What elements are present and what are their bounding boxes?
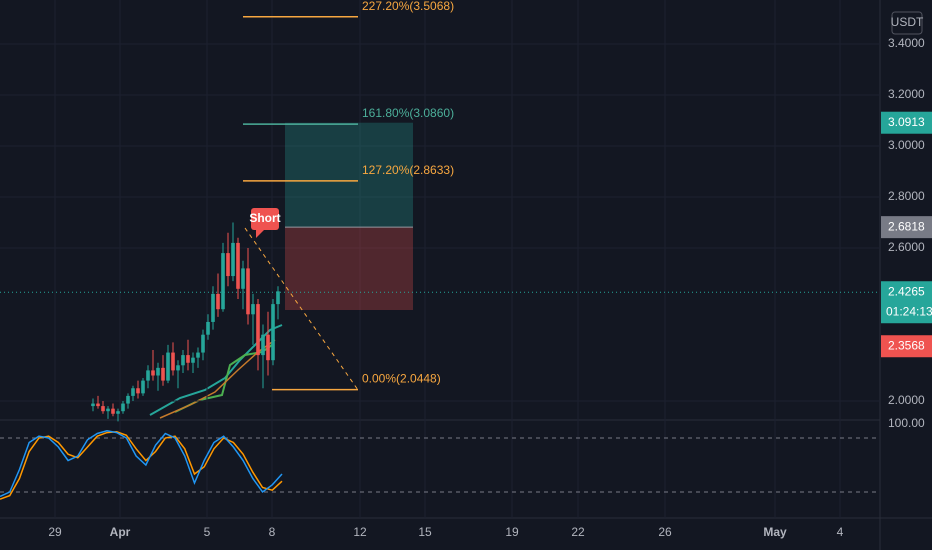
- candle-body: [136, 388, 140, 394]
- fib-label: 161.80%(3.0860): [362, 106, 454, 120]
- moving-average: [159, 339, 276, 419]
- price-badge: [881, 111, 932, 134]
- target-zone: [285, 122, 413, 228]
- candle-body: [186, 355, 190, 363]
- osc-line: [0, 430, 283, 500]
- candle-body: [126, 395, 130, 404]
- candle-body: [206, 321, 210, 335]
- candle-body: [256, 304, 260, 356]
- candle-body: [121, 403, 125, 412]
- x-tick-label: 29: [48, 525, 62, 539]
- candle-body: [116, 411, 120, 414]
- candle-body: [131, 388, 135, 396]
- candle-body: [236, 242, 240, 289]
- x-tick-label: 22: [571, 525, 585, 539]
- candle-body: [276, 291, 280, 305]
- x-tick-label: 26: [658, 525, 672, 539]
- currency-box[interactable]: [891, 11, 923, 35]
- candle-body: [191, 357, 195, 363]
- candle-body: [251, 304, 255, 315]
- y-tick-label: 2.6000: [888, 240, 925, 254]
- candle-body: [96, 403, 100, 407]
- candle-body: [141, 380, 145, 394]
- y-tick-label: 3.2000: [888, 87, 925, 101]
- signal-label: Short: [249, 211, 280, 225]
- candle-body: [161, 367, 165, 381]
- candle-body: [111, 408, 115, 414]
- candle-body: [211, 293, 215, 322]
- candle-body: [231, 242, 235, 277]
- candle-body: [216, 293, 220, 310]
- price-badge: [881, 216, 932, 239]
- candle-body: [271, 304, 275, 361]
- candle-body: [156, 367, 160, 376]
- signal-pointer: [256, 230, 264, 238]
- y-tick-label: 3.4000: [888, 36, 925, 50]
- candle-body: [181, 355, 185, 366]
- y-tick-label: 3.0000: [888, 138, 925, 152]
- x-tick-label: 8: [269, 525, 276, 539]
- y-tick-label: 2.8000: [888, 189, 925, 203]
- y-tick-label: 2.0000: [888, 393, 925, 407]
- price-badge-label: 2.6818: [888, 219, 925, 233]
- candle-body: [261, 334, 265, 356]
- candle-body: [201, 334, 205, 353]
- candle-body: [171, 352, 175, 371]
- price-badge-label: 2.3568: [888, 338, 925, 352]
- x-tick-label: May: [763, 525, 787, 539]
- candle-body: [196, 352, 200, 358]
- fib-label: 227.20%(3.5068): [362, 0, 454, 13]
- candle-body: [176, 365, 180, 371]
- candle-body: [151, 370, 155, 376]
- osc-label: 100.00: [888, 416, 925, 430]
- candle-body: [101, 406, 105, 412]
- osc-line: [0, 430, 283, 498]
- currency: USDT: [891, 15, 924, 29]
- x-tick-label: 19: [505, 525, 519, 539]
- candle-body: [106, 408, 110, 412]
- fib-label: 0.00%(2.0448): [362, 372, 441, 386]
- candle-body: [146, 370, 150, 381]
- countdown: 01:24:13: [886, 304, 932, 318]
- candle-body: [226, 253, 230, 277]
- candle-body: [246, 268, 250, 315]
- x-tick-label: 15: [418, 525, 432, 539]
- price-badge: [881, 335, 932, 358]
- price-badge: [881, 281, 932, 324]
- candle-body: [266, 334, 270, 361]
- candle-body: [221, 253, 225, 310]
- signal-badge: [251, 208, 279, 230]
- fib-label: 127.20%(2.8633): [362, 163, 454, 177]
- candle-body: [241, 268, 245, 289]
- candle-body: [166, 352, 170, 381]
- candle-body: [91, 403, 95, 407]
- x-tick-label: 12: [353, 525, 367, 539]
- x-tick-label: 4: [837, 525, 844, 539]
- x-tick-label: Apr: [110, 525, 131, 539]
- price-badge-label: 2.4265: [888, 284, 925, 298]
- stop-zone: [285, 227, 413, 311]
- trend-line: [244, 227, 359, 391]
- price-badge-label: 3.0913: [888, 115, 925, 129]
- x-tick-label: 5: [204, 525, 211, 539]
